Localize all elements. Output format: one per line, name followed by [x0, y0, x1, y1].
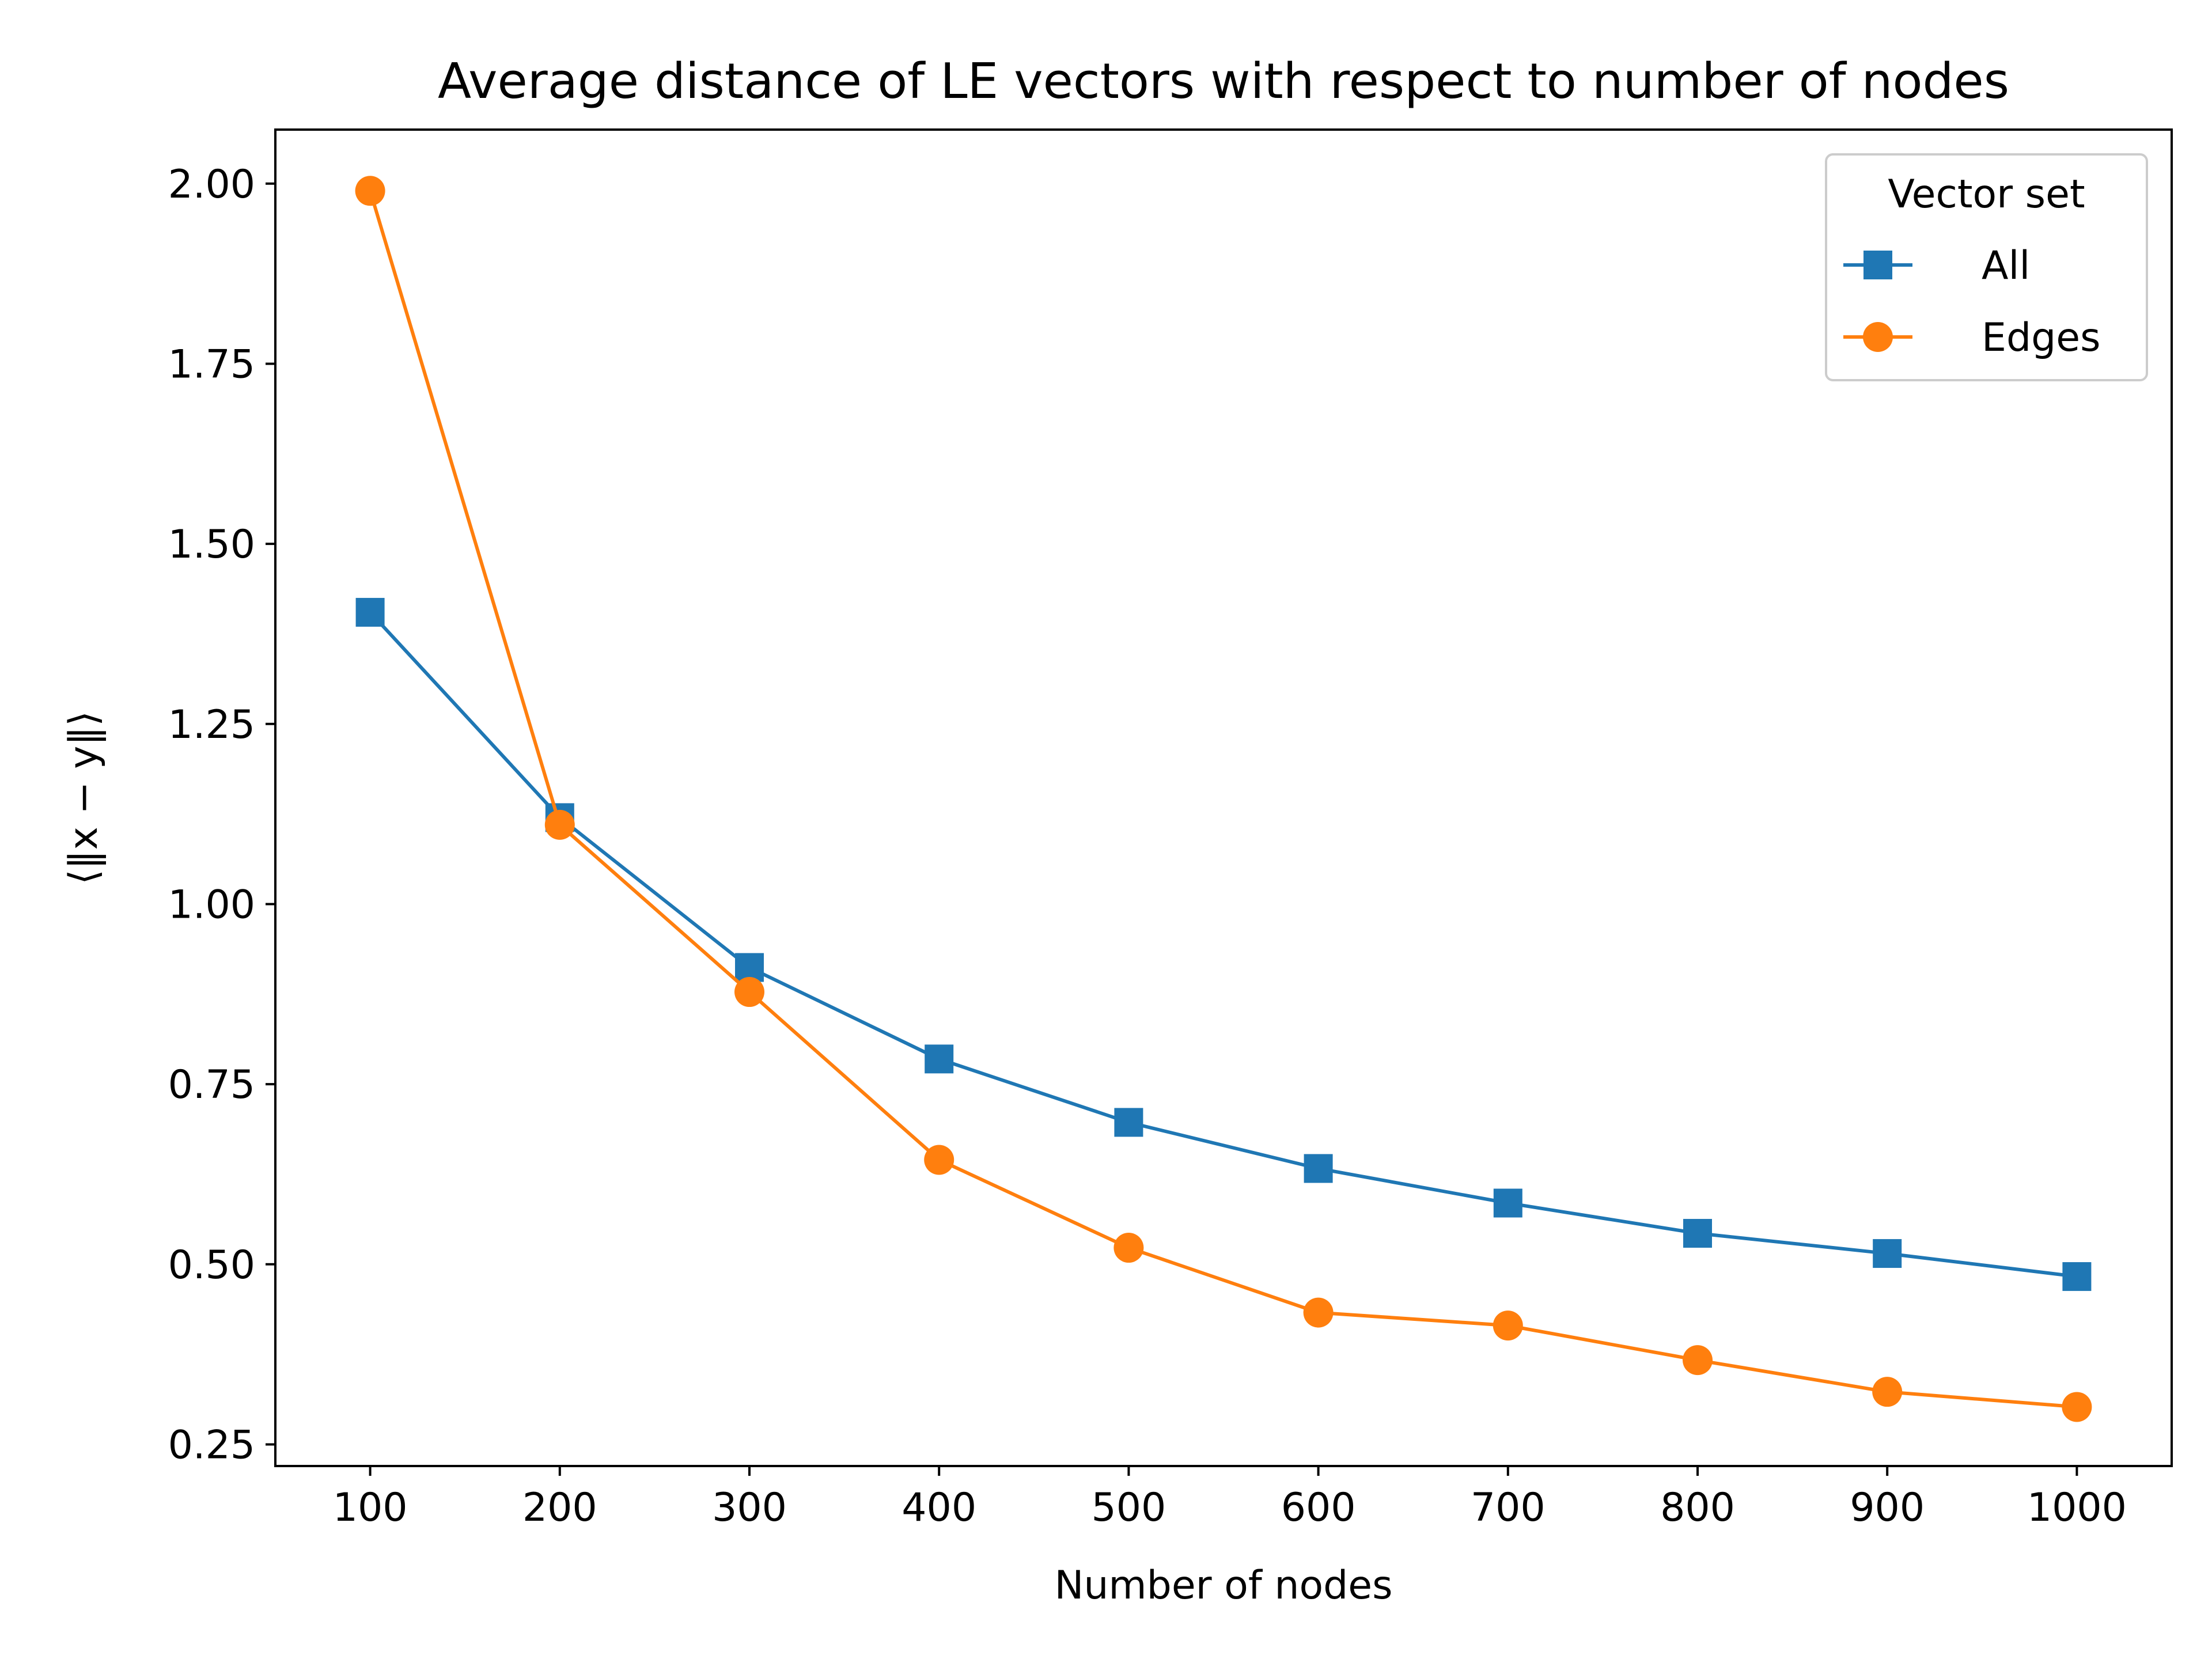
y-axis: 0.25 0.50 0.75 1.00 1.25 1.50 1.75 2.00: [168, 162, 275, 1468]
data-point: [924, 1145, 955, 1175]
legend-box: [1825, 153, 2148, 381]
x-tick-label: 800: [1660, 1485, 1735, 1531]
data-point: [1683, 1219, 1712, 1248]
series-all: [355, 597, 2092, 1291]
data-point: [1303, 1297, 1334, 1328]
x-tick-label: 600: [1281, 1485, 1356, 1531]
y-tick-label: 0.25: [168, 1422, 255, 1468]
axes-frame: [274, 128, 2173, 1467]
series-line: [369, 611, 2077, 1279]
x-tick-label: 300: [712, 1485, 787, 1531]
data-point: [355, 597, 385, 627]
x-tick-label: 700: [1471, 1485, 1546, 1531]
legend-item-all: All: [1843, 243, 2030, 289]
data-point: [925, 1044, 954, 1074]
legend-marker: [1863, 322, 1893, 352]
y-tick-label: 2.00: [168, 162, 255, 207]
y-tick-label: 1.75: [168, 342, 255, 387]
legend-label: Edges: [1982, 315, 2101, 361]
series-line: [368, 190, 2077, 1409]
y-tick-label: 0.50: [168, 1243, 255, 1288]
legend-label: All: [1982, 243, 2030, 289]
legend-marker: [1863, 251, 1892, 279]
x-tick-label: 100: [333, 1485, 408, 1531]
plot-area: [355, 176, 2092, 1422]
x-tick-label: 200: [522, 1485, 597, 1531]
data-point: [1114, 1108, 1143, 1137]
x-tick-label: 1000: [2027, 1485, 2127, 1531]
data-point: [2062, 1392, 2092, 1422]
data-point: [2062, 1262, 2092, 1291]
data-point: [355, 176, 385, 206]
data-point: [1493, 1310, 1523, 1341]
y-axis-label: ⟨‖x − y‖⟩: [61, 711, 107, 885]
x-axis: 100 200 300 400 500 600 700 800 900 1000: [333, 1466, 2127, 1531]
data-point: [544, 809, 575, 840]
series-edges: [355, 176, 2092, 1422]
data-point: [1872, 1377, 1903, 1407]
data-point: [1113, 1233, 1144, 1263]
legend: Vector set All Edges: [1825, 153, 2148, 381]
x-tick-label: 400: [902, 1485, 976, 1531]
data-point: [1683, 1345, 1713, 1376]
y-tick-label: 1.25: [168, 702, 255, 748]
y-tick-label: 0.75: [168, 1062, 255, 1108]
data-point: [734, 977, 764, 1007]
x-tick-label: 900: [1850, 1485, 1925, 1531]
legend-title: Vector set: [1888, 172, 2085, 217]
y-tick-label: 1.50: [168, 522, 255, 567]
y-tick-label: 1.00: [168, 882, 255, 927]
data-point: [1873, 1239, 1902, 1268]
chart-title: Average distance of LE vectors with resp…: [438, 53, 2009, 110]
x-axis-label: Number of nodes: [1054, 1563, 1392, 1608]
x-tick-label: 500: [1092, 1485, 1166, 1531]
data-point: [1304, 1154, 1333, 1183]
legend-item-edges: Edges: [1843, 315, 2101, 361]
data-point: [1493, 1188, 1522, 1218]
